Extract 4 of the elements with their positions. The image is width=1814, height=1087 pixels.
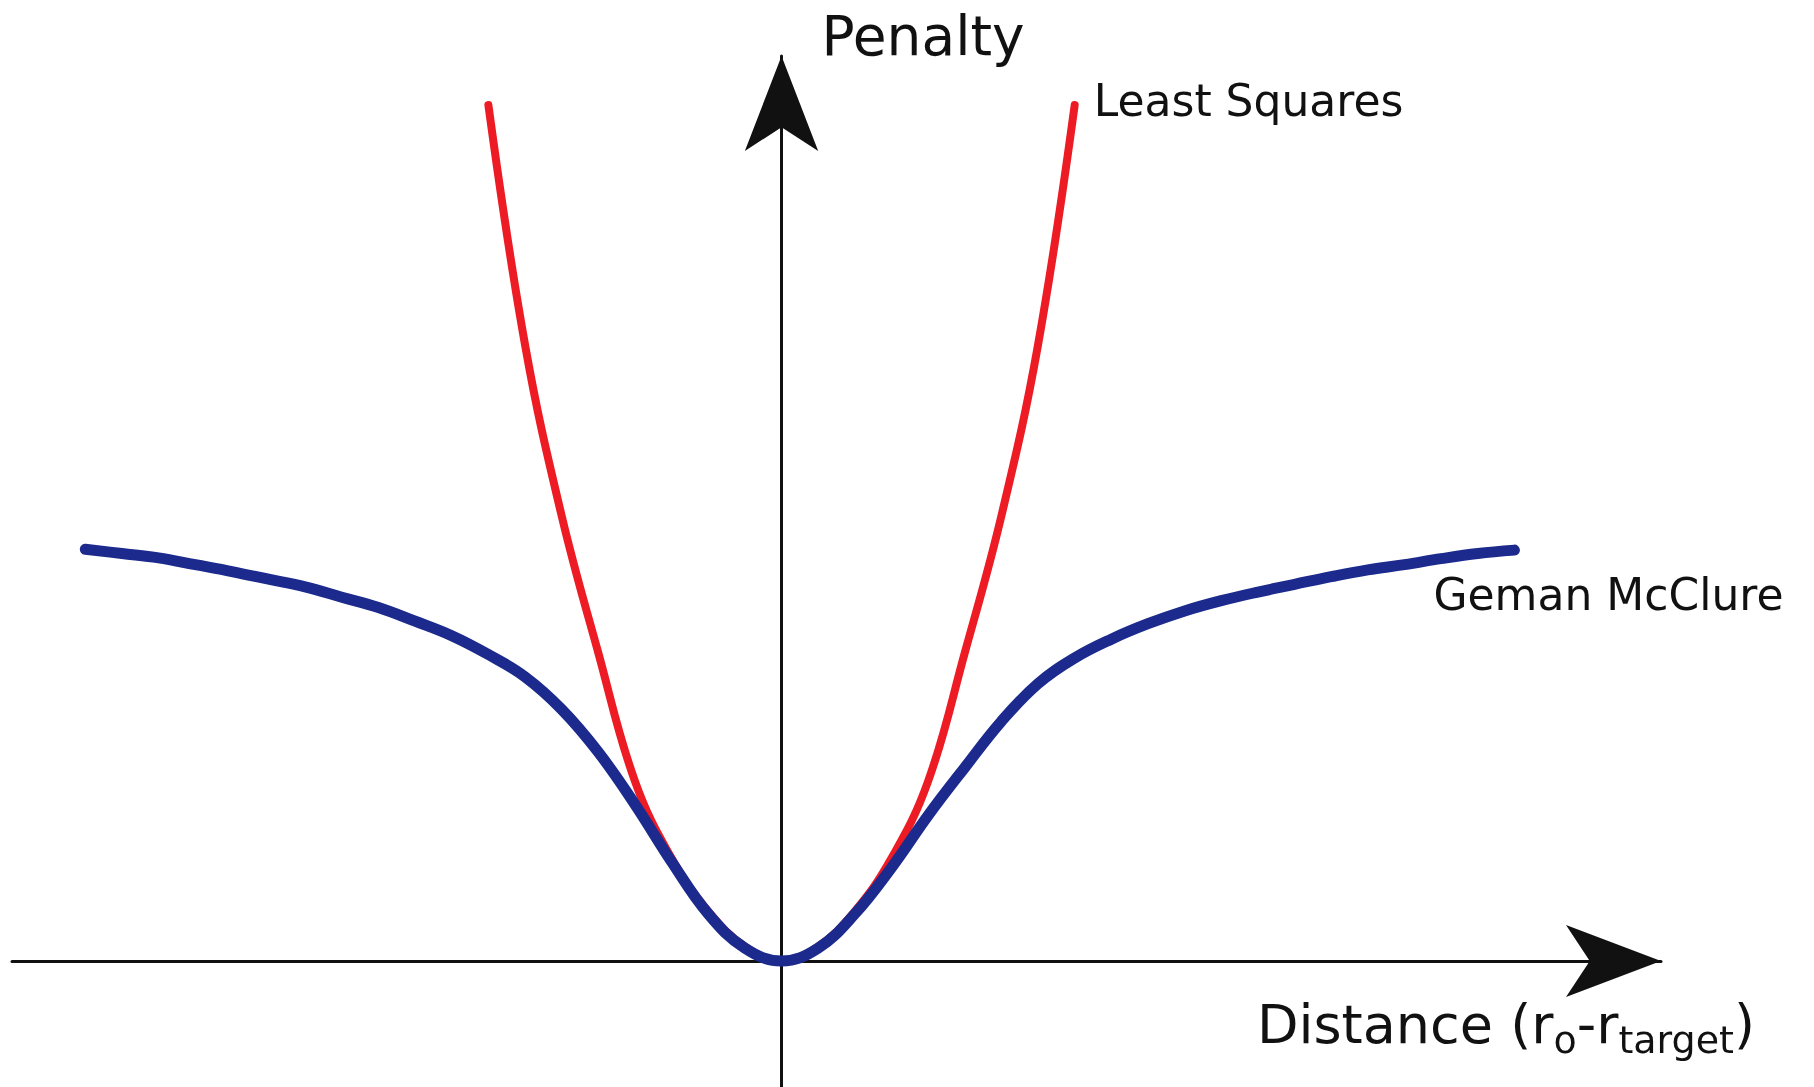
series-label: Geman McClure [1433,568,1784,620]
x-axis-title: Distance (r$_{o}$-r$_{target}$) [1256,993,1755,1062]
y-axis-title: Penalty [821,4,1025,68]
series-label: Least Squares [1093,74,1404,126]
